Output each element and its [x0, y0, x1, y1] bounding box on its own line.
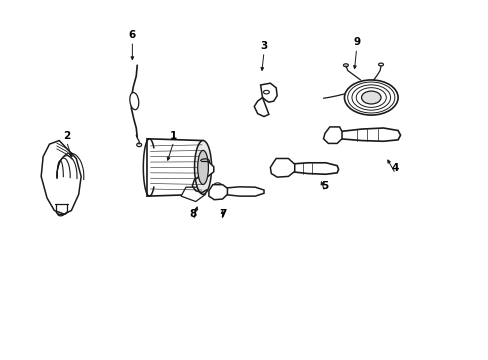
Text: 2: 2: [63, 131, 70, 140]
Polygon shape: [254, 98, 268, 117]
Polygon shape: [270, 158, 294, 177]
Polygon shape: [147, 139, 203, 196]
Text: 1: 1: [170, 131, 177, 140]
Ellipse shape: [194, 140, 211, 194]
Polygon shape: [200, 162, 213, 176]
Polygon shape: [288, 163, 338, 174]
Polygon shape: [323, 127, 341, 143]
Text: 5: 5: [321, 181, 328, 191]
Text: 8: 8: [189, 210, 197, 220]
Polygon shape: [339, 128, 400, 141]
Text: 6: 6: [128, 30, 136, 40]
Polygon shape: [181, 187, 205, 202]
Polygon shape: [222, 187, 264, 196]
Text: 4: 4: [391, 163, 399, 173]
Ellipse shape: [361, 91, 380, 104]
Ellipse shape: [129, 93, 139, 110]
Polygon shape: [260, 83, 277, 102]
Polygon shape: [41, 140, 81, 214]
Text: 9: 9: [352, 37, 360, 47]
Ellipse shape: [344, 80, 397, 115]
Polygon shape: [208, 185, 227, 200]
Text: 3: 3: [260, 41, 267, 51]
Text: 7: 7: [219, 210, 226, 220]
Ellipse shape: [197, 150, 208, 184]
